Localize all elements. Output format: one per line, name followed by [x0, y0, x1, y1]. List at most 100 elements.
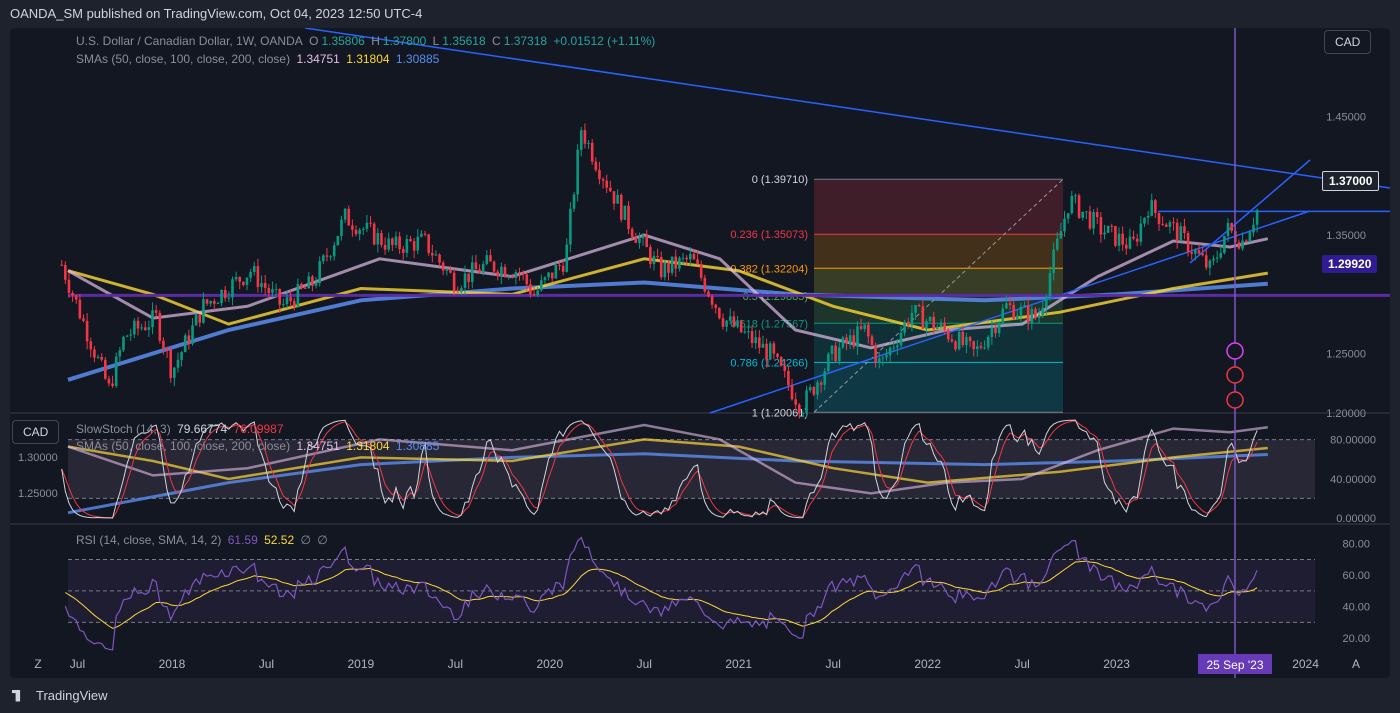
candle-body-126	[518, 272, 521, 274]
candle-body-97	[412, 241, 416, 251]
rsi-empty-2: ∅	[317, 533, 328, 547]
candle-body-158	[634, 236, 638, 243]
candle-body-34	[183, 335, 187, 353]
candle-body-143	[579, 130, 583, 150]
candle-body-329	[1255, 210, 1259, 225]
candle-body-7	[85, 320, 89, 342]
fib-label-1: 0.236 (1.35073)	[730, 229, 808, 241]
time-tick-7: 2021	[725, 657, 752, 671]
time-axis: Jul 2018 Jul 2019 Jul 2020 Jul 2021 Jul 2022 Jul 20…	[34, 28, 1360, 678]
candle-body-117	[485, 255, 489, 265]
candle-body-60	[278, 288, 282, 305]
candle-body-209	[819, 382, 823, 385]
fib-zone-2	[814, 268, 1063, 296]
candle-body-70	[314, 283, 318, 286]
candle-body-282	[1085, 211, 1088, 213]
candle-body-147	[594, 161, 598, 170]
candle-body-137	[558, 264, 561, 266]
candle-body-279	[1074, 195, 1077, 197]
candle-body-300	[1150, 200, 1154, 216]
candle-body-159	[638, 238, 641, 243]
candle-body-286	[1099, 217, 1103, 235]
candle-body-195	[768, 343, 772, 360]
candle-body-168	[670, 256, 674, 273]
candle-body-33	[180, 352, 183, 360]
candle-body-93	[398, 236, 401, 250]
tradingview-logo-icon	[12, 689, 21, 702]
time-tick-1: 2018	[159, 657, 186, 671]
candle-body-82	[358, 229, 361, 235]
high-value: 1.37800	[382, 34, 427, 48]
candle-body-161	[645, 235, 648, 248]
candle-body-270	[1041, 307, 1045, 316]
candle-body-192	[758, 337, 761, 348]
candle-body-119	[492, 261, 496, 272]
candle-body-164	[656, 256, 659, 258]
low-label: L	[432, 34, 440, 48]
candle-body-108	[452, 272, 456, 292]
candle-body-294	[1128, 236, 1132, 249]
candle-body-110	[460, 287, 463, 292]
candle-body-22	[140, 327, 143, 329]
candle-body-314	[1201, 253, 1204, 256]
stoch-pane: 80.00000 40.00000 0.00000 1.30000 1.25000	[18, 419, 1376, 525]
candle-body-150	[605, 180, 609, 188]
stoch-sma200-line	[67, 452, 1268, 515]
candle-body-71	[318, 261, 321, 284]
candle-body-216	[845, 337, 848, 344]
currency-button[interactable]: CAD	[1324, 30, 1372, 54]
candle-body-261	[1008, 303, 1012, 305]
candle-body-127	[521, 273, 525, 275]
candle-body-9	[93, 349, 96, 358]
candle-body-84	[365, 222, 369, 229]
left-scale-button[interactable]: CAD	[12, 420, 60, 444]
candle-body-212	[830, 345, 834, 354]
rsi-tick-2: 40.00	[1342, 602, 1370, 614]
candle-body-252	[976, 346, 979, 350]
stoch-tick-2: 0.00000	[1336, 513, 1376, 525]
candle-body-257	[994, 327, 997, 334]
stoch-k-line	[61, 419, 1258, 519]
stoch-label: SlowStoch (14, 3)	[76, 422, 171, 436]
candle-body-149	[601, 179, 605, 181]
candle-body-124	[510, 276, 514, 278]
candle-body-219	[856, 326, 859, 347]
candle-body-302	[1157, 213, 1161, 225]
candle-body-73	[325, 255, 329, 257]
candle-body-65	[296, 283, 300, 307]
candle-body-165	[659, 257, 663, 278]
close-label: C	[492, 34, 501, 48]
candle-body-98	[416, 236, 420, 251]
candle-body-315	[1204, 255, 1208, 268]
candle-body-8	[89, 341, 93, 350]
candle-body-111	[463, 273, 467, 288]
candle-body-304	[1164, 224, 1168, 227]
rsi-tick-3: 20.00	[1342, 633, 1370, 645]
change-value: +0.01512 (+1.11%)	[553, 34, 656, 48]
candle-body-293	[1125, 244, 1128, 249]
stoch-sma50-value: 1.34751	[296, 439, 340, 453]
candle-body-308	[1179, 226, 1183, 242]
candle-body-59	[274, 288, 278, 290]
candle-body-155	[623, 205, 627, 220]
candle-body-68	[307, 276, 311, 289]
symbol-name: U.S. Dollar / Canadian Dollar, 1W, OANDA	[76, 34, 303, 48]
candle-body-254	[983, 347, 986, 349]
cursor-date-label: 25 Sep '23	[1206, 658, 1263, 672]
candle-body-25	[151, 310, 154, 328]
candle-body-186	[736, 320, 739, 327]
candle-body-215	[841, 337, 845, 348]
stoch-sma-legend: SMAs (50, close, 100, close, 200, close)…	[76, 439, 442, 453]
candle-body-107	[449, 269, 452, 273]
candle-body-139	[565, 244, 569, 272]
candle-body-27	[158, 312, 162, 341]
candle-body-176	[699, 264, 703, 278]
candle-body-296	[1135, 238, 1139, 242]
candle-body-326	[1244, 240, 1248, 242]
resistance-price-label: 1.37000	[1322, 171, 1380, 191]
candle-body-39	[202, 299, 205, 323]
candle-body-77	[340, 219, 343, 236]
candle-body-133	[543, 277, 547, 281]
